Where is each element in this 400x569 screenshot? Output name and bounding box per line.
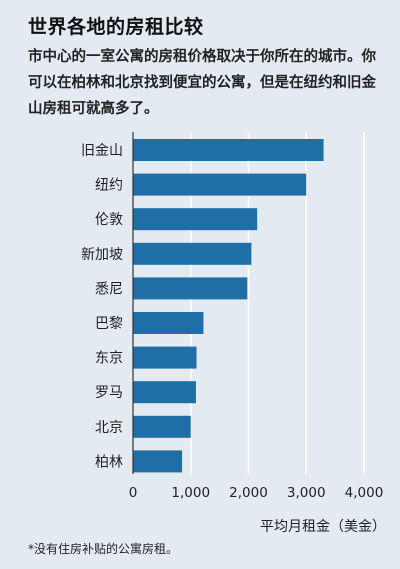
- category-label: 纽约: [95, 178, 123, 194]
- category-label: 新加坡: [81, 247, 123, 263]
- category-label: 伦敦: [95, 212, 123, 228]
- bar: [133, 381, 196, 404]
- category-label: 悉尼: [95, 281, 123, 297]
- page-subtitle: 市中心的一室公寓的房租价格取决于你所在的城市。你可以在柏林和北京找到便宜的公寓，…: [28, 49, 376, 117]
- bar: [133, 242, 252, 265]
- category-label: 北京: [95, 420, 123, 436]
- bar: [133, 277, 248, 300]
- page-title: 世界各地的房租比较: [28, 16, 204, 38]
- category-label: 旧金山: [81, 143, 123, 159]
- x-axis-label: 平均月租金（美金）: [260, 519, 386, 535]
- bar: [133, 346, 197, 369]
- bar: [133, 173, 307, 196]
- footnote: *没有住房补贴的公寓房租。: [28, 542, 179, 556]
- x-tick-label: 0: [129, 485, 138, 501]
- bar: [133, 450, 183, 473]
- x-tick-label: 4,000: [345, 485, 384, 501]
- category-label: 柏林: [95, 454, 123, 470]
- bar: [133, 415, 191, 438]
- x-tick-label: 3,000: [287, 485, 326, 501]
- bar: [133, 139, 324, 161]
- category-label: 巴黎: [95, 316, 123, 332]
- bar: [133, 312, 204, 334]
- bar: [133, 208, 258, 231]
- category-label: 东京: [95, 351, 123, 367]
- x-tick-label: 2,000: [229, 485, 268, 501]
- x-tick-label: 1,000: [171, 485, 210, 501]
- category-label: 罗马: [95, 385, 123, 401]
